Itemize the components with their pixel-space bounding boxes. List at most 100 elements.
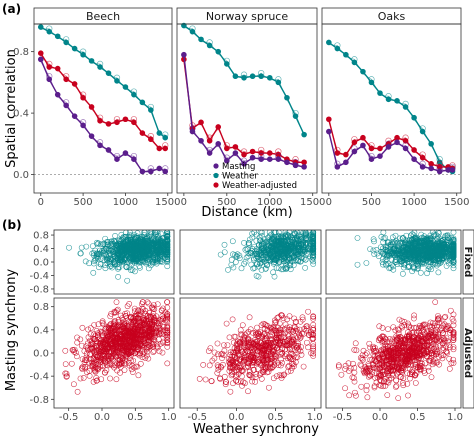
scatter-point — [414, 261, 420, 268]
data-point-weather — [46, 28, 53, 35]
scatter-point — [136, 352, 143, 359]
scatter-point — [103, 245, 110, 252]
data-point-masting — [428, 165, 434, 172]
scatter-point — [110, 259, 117, 265]
scatter-point — [131, 364, 138, 371]
scatter-point — [139, 305, 146, 312]
scatter-point — [218, 351, 225, 358]
data-point-weather — [368, 79, 375, 86]
scatter-point — [263, 322, 269, 328]
panel-b-point-cloud — [354, 230, 457, 277]
panel-a-frame — [321, 23, 462, 194]
scatter-point — [261, 325, 268, 332]
y-tick-label: 0.4 — [13, 109, 29, 120]
data-point-masting — [351, 148, 358, 155]
scatter-point — [134, 328, 141, 335]
scatter-point — [109, 362, 116, 369]
scatter-point — [358, 383, 365, 390]
data-point-masting — [181, 51, 187, 58]
scatter-point — [291, 253, 297, 259]
scatter-point — [297, 248, 304, 255]
y-tick-label: 0.8 — [33, 231, 49, 242]
scatter-point — [310, 258, 317, 265]
y-tick-label: 0.0 — [33, 349, 49, 360]
scatter-point — [215, 363, 222, 370]
scatter-point — [118, 251, 125, 258]
scatter-point — [117, 343, 124, 350]
x-tick-label: 1500 — [155, 197, 180, 208]
scatter-point — [130, 249, 137, 256]
scatter-point — [148, 241, 154, 248]
y-tick-label: 0.4 — [33, 244, 49, 255]
scatter-point — [217, 363, 224, 370]
scatter-point — [303, 236, 310, 243]
scatter-point — [91, 322, 97, 328]
data-point-weather-adjusted — [71, 81, 78, 87]
scatter-point — [427, 236, 434, 243]
scatter-point — [111, 309, 118, 316]
scatter-point — [272, 355, 278, 362]
scatter-point — [229, 238, 236, 245]
scatter-point — [164, 244, 171, 251]
scatter-point — [140, 299, 146, 305]
scatter-point — [267, 252, 274, 258]
scatter-point — [400, 260, 407, 267]
scatter-point — [116, 362, 122, 368]
scatter-point — [71, 381, 77, 388]
data-point-weather-adjusted — [148, 136, 154, 143]
data-point-weather — [402, 104, 409, 110]
scatter-point — [273, 373, 280, 380]
scatter-point — [437, 255, 444, 262]
scatter-point — [97, 241, 104, 248]
scatter-point — [428, 374, 435, 380]
scatter-point — [99, 362, 106, 369]
scatter-point — [122, 338, 129, 345]
scatter-point — [102, 235, 109, 242]
scatter-point — [229, 368, 235, 375]
scatter-point — [159, 349, 166, 356]
data-point-masting — [343, 159, 349, 166]
scatter-point — [264, 251, 271, 257]
scatter-point — [363, 260, 370, 266]
scatter-point — [310, 325, 317, 332]
data-point-weather — [114, 78, 120, 84]
scatter-point — [267, 257, 274, 263]
scatter-point — [227, 349, 234, 356]
data-point-weather-adjusted — [249, 148, 256, 155]
scatter-point — [126, 264, 133, 271]
scatter-point — [113, 376, 120, 383]
scatter-point — [68, 360, 75, 367]
data-point-weather — [249, 73, 256, 80]
scatter-point — [235, 379, 241, 385]
data-point-masting — [249, 154, 256, 161]
scatter-point — [254, 253, 261, 259]
data-point-weather-adjusted — [326, 116, 332, 123]
scatter-point — [229, 358, 235, 364]
x-tick-label: 0.0 — [94, 412, 110, 423]
scatter-point — [112, 322, 119, 329]
scatter-point — [90, 269, 97, 276]
scatter-point — [115, 356, 122, 363]
scatter-point — [110, 238, 117, 244]
scatter-point — [335, 362, 342, 369]
scatter-point — [124, 347, 130, 354]
x-tick-label: 500 — [362, 197, 381, 208]
scatter-point — [145, 355, 152, 362]
scatter-point — [127, 253, 134, 260]
scatter-point — [373, 365, 380, 372]
scatter-point — [236, 357, 243, 363]
scatter-point — [118, 254, 125, 261]
data-point-weather-adjusted — [206, 137, 213, 144]
scatter-point — [293, 240, 299, 247]
x-tick-label: 1000 — [113, 197, 138, 208]
scatter-point — [99, 348, 106, 355]
scatter-point — [418, 249, 425, 256]
scatter-point — [74, 388, 81, 395]
panel-a-x-axis-title: Distance (km) — [201, 205, 292, 220]
scatter-point — [77, 336, 84, 343]
scatter-point — [131, 342, 138, 349]
scatter-point — [136, 332, 143, 338]
scatter-point — [115, 323, 121, 329]
data-point-masting — [292, 162, 299, 169]
scatter-point — [304, 339, 310, 346]
